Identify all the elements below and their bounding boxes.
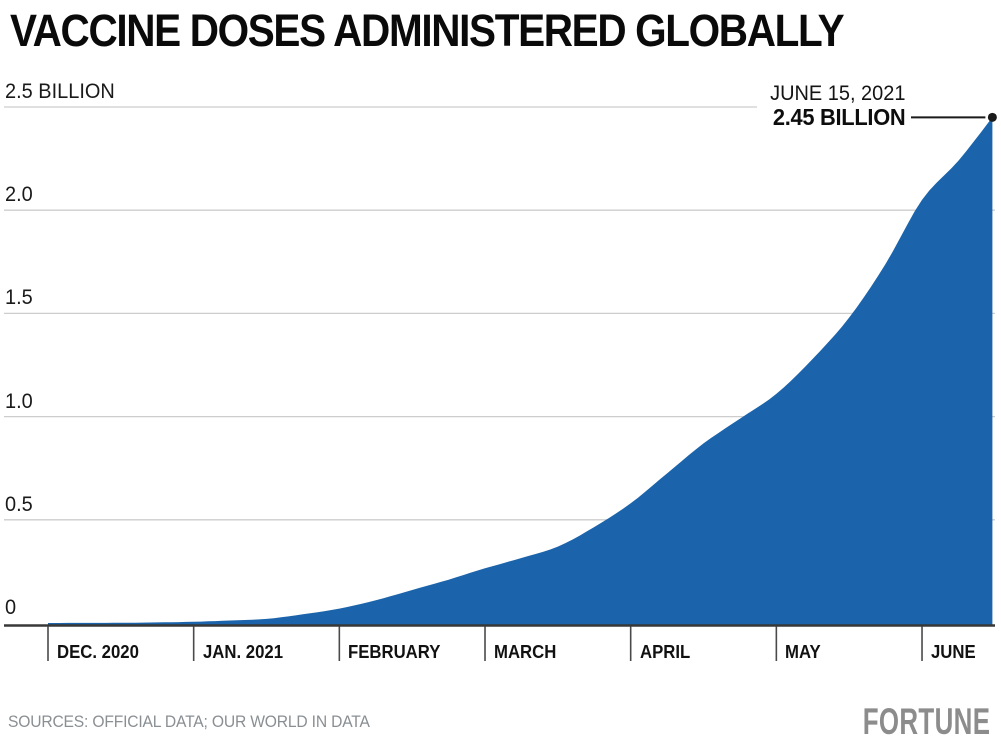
x-axis-label: JUNE [931,642,976,662]
fortune-logo: FORTUNE [862,701,990,742]
y-axis-label: 1.0 [5,389,33,413]
y-axis-label: 2.0 [5,183,33,207]
sources-note: SOURCES: OFFICIAL DATA; OUR WORLD IN DAT… [8,712,370,731]
y-axis-label: 0.5 [5,492,33,516]
vaccine-doses-area-series [48,117,993,627]
x-axis-label: APRIL [639,642,690,662]
y-axis-label: 0 [5,596,17,619]
x-axis-label: FEBRUARY [348,642,441,662]
annotation-callout: JUNE 15, 2021 2.45 BILLION [769,82,906,130]
annotation-end-dot [987,112,997,122]
annotation-value: 2.45 BILLION [772,104,905,130]
annotation-date: JUNE 15, 2021 [769,82,905,105]
x-axis-label: DEC. 2020 [57,642,139,662]
y-axis-label: 1.5 [5,286,33,310]
x-axis-label: JAN. 2021 [202,642,283,662]
x-axis-label: MARCH [494,642,557,662]
x-axis-label: MAY [785,642,822,662]
chart-title: VACCINE DOSES ADMINISTERED GLOBALLY [10,5,845,56]
y-axis-label: 2.5 BILLION [5,80,115,103]
